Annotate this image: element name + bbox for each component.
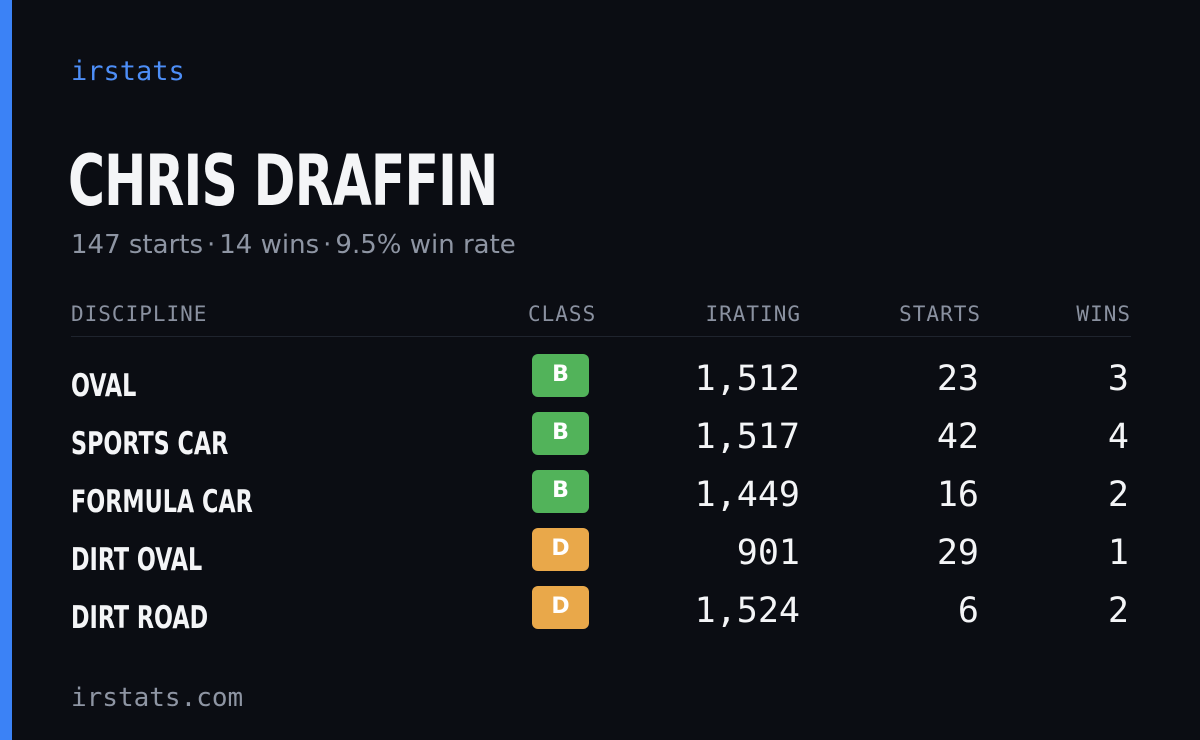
- table-row: FORMULA CAR B 1,449 16 2: [71, 470, 1131, 528]
- separator: ·: [323, 230, 332, 260]
- starts-summary: 147 starts: [71, 230, 203, 260]
- header-irating: IRATING: [705, 302, 801, 326]
- stats-table: DISCIPLINE CLASS IRATING STARTS WINS OVA…: [71, 298, 1131, 644]
- discipline-name: SPORTS CAR: [71, 426, 229, 462]
- starts-value: 6: [957, 591, 979, 631]
- driver-summary: 147 starts · 14 wins · 9.5% win rate: [71, 227, 516, 263]
- wins-value: 3: [1107, 359, 1129, 399]
- table-header: DISCIPLINE CLASS IRATING STARTS WINS: [71, 298, 1131, 337]
- footer-url: irstats.com: [71, 683, 244, 713]
- discipline-name: DIRT ROAD: [71, 600, 209, 636]
- starts-value: 23: [936, 359, 979, 399]
- header-wins: WINS: [1076, 302, 1131, 326]
- separator: ·: [207, 230, 216, 260]
- header-starts: STARTS: [899, 302, 981, 326]
- wins-value: 2: [1107, 591, 1129, 631]
- class-badge: B: [532, 412, 589, 455]
- table-body: OVAL B 1,512 23 3 SPORTS CAR B 1,517 42 …: [71, 354, 1131, 644]
- wins-value: 2: [1107, 475, 1129, 515]
- starts-value: 16: [936, 475, 979, 515]
- table-row: OVAL B 1,512 23 3: [71, 354, 1131, 412]
- table-row: SPORTS CAR B 1,517 42 4: [71, 412, 1131, 470]
- table-row: DIRT ROAD D 1,524 6 2: [71, 586, 1131, 644]
- irating-value: 1,524: [694, 591, 800, 631]
- discipline-name: FORMULA CAR: [71, 484, 253, 520]
- class-badge: D: [532, 528, 589, 571]
- header-discipline: DISCIPLINE: [71, 302, 208, 326]
- wins-value: 4: [1107, 417, 1129, 457]
- table-row: DIRT OVAL D 901 29 1: [71, 528, 1131, 586]
- class-badge: B: [532, 470, 589, 513]
- wins-summary: 14 wins: [219, 230, 320, 260]
- starts-value: 42: [936, 417, 979, 457]
- irating-value: 1,512: [694, 359, 800, 399]
- class-badge: B: [532, 354, 589, 397]
- accent-bar: [0, 0, 12, 740]
- header-class: CLASS: [528, 302, 597, 326]
- irating-value: 1,517: [694, 417, 800, 457]
- win-rate-summary: 9.5% win rate: [335, 230, 516, 260]
- irating-value: 1,449: [694, 475, 800, 515]
- starts-value: 29: [936, 533, 979, 573]
- discipline-name: OVAL: [71, 368, 137, 404]
- wins-value: 1: [1107, 533, 1129, 573]
- discipline-name: DIRT OVAL: [71, 542, 203, 578]
- class-badge: D: [532, 586, 589, 629]
- irating-value: 901: [736, 533, 800, 573]
- brand-logo: irstats: [71, 56, 185, 87]
- driver-name: CHRIS DRAFFIN: [68, 140, 498, 222]
